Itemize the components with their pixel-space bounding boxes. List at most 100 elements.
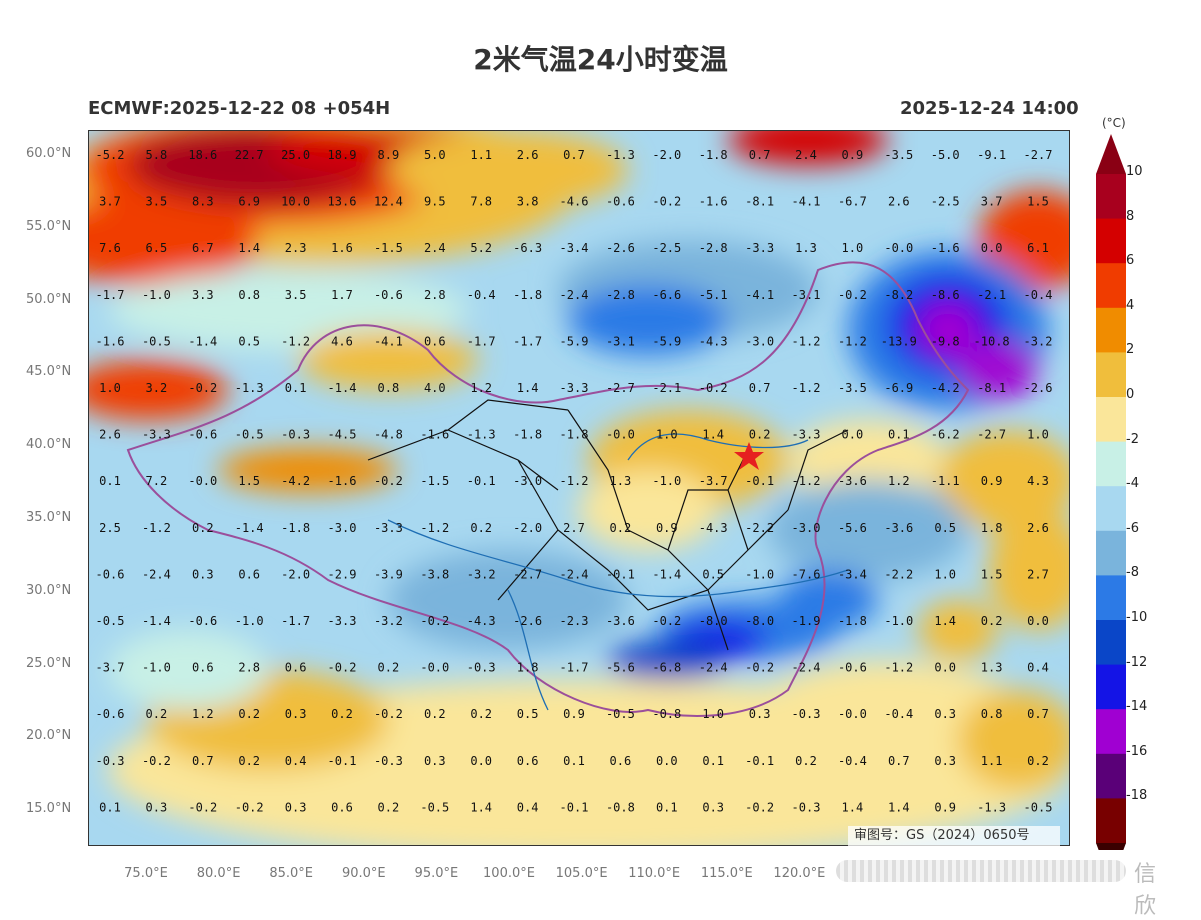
grid-value: -0.8 xyxy=(652,707,681,721)
grid-value: -8.2 xyxy=(884,288,913,302)
grid-value: 1.4 xyxy=(517,381,539,395)
grid-value: -3.5 xyxy=(884,148,913,162)
grid-value: -1.4 xyxy=(142,614,171,628)
grid-value: 2.6 xyxy=(888,195,910,209)
grid-value: 3.5 xyxy=(146,195,168,209)
grid-value: -0.2 xyxy=(328,661,357,675)
grid-value: -6.2 xyxy=(931,428,960,442)
grid-value: 0.9 xyxy=(563,707,585,721)
grid-value: -10.8 xyxy=(974,334,1010,348)
grid-value: -1.2 xyxy=(560,474,589,488)
grid-value: 2.6 xyxy=(517,148,539,162)
grid-value: -0.1 xyxy=(745,754,774,768)
grid-value: 0.4 xyxy=(517,800,539,814)
grid-value: -1.2 xyxy=(281,334,310,348)
grid-value: 0.3 xyxy=(934,707,956,721)
grid-value: 0.5 xyxy=(238,334,260,348)
grid-value: 0.0 xyxy=(934,661,956,675)
grid-value: -2.6 xyxy=(513,614,542,628)
grid-value: 1.1 xyxy=(470,148,492,162)
grid-value: 12.4 xyxy=(374,195,403,209)
grid-value: 0.2 xyxy=(192,521,214,535)
grid-value: 0.6 xyxy=(517,754,539,768)
grid-value: -5.1 xyxy=(699,288,728,302)
grid-value: -3.0 xyxy=(792,521,821,535)
grid-value: 0.1 xyxy=(99,800,121,814)
grid-value: 5.2 xyxy=(470,241,492,255)
grid-value: -0.0 xyxy=(884,241,913,255)
grid-value: -2.0 xyxy=(281,567,310,581)
grid-value: 0.3 xyxy=(702,800,724,814)
colorbar-segments xyxy=(1096,134,1126,850)
grid-value: 0.2 xyxy=(331,707,353,721)
grid-value: -1.1 xyxy=(931,474,960,488)
grid-value: 0.8 xyxy=(981,707,1003,721)
grid-value: -2.6 xyxy=(1024,381,1053,395)
grid-value: 0.8 xyxy=(378,381,400,395)
grid-value: 7.6 xyxy=(99,241,121,255)
longitude-label: 95.0°E xyxy=(414,866,459,881)
grid-value: 7.2 xyxy=(146,474,168,488)
longitude-label: 90.0°E xyxy=(341,866,386,881)
grid-value: -0.6 xyxy=(374,288,403,302)
colorbar-segment xyxy=(1096,798,1126,844)
grid-value: 3.7 xyxy=(99,195,121,209)
grid-value: -3.3 xyxy=(328,614,357,628)
grid-value: 1.3 xyxy=(981,661,1003,675)
grid-value: 2.7 xyxy=(1027,567,1049,581)
grid-value: 0.6 xyxy=(610,754,632,768)
grid-value: -0.5 xyxy=(606,707,635,721)
grid-value: 0.6 xyxy=(192,661,214,675)
grid-value: 1.8 xyxy=(517,661,539,675)
grid-value: -1.2 xyxy=(792,334,821,348)
grid-value: -6.7 xyxy=(838,195,867,209)
grid-value: -4.5 xyxy=(328,428,357,442)
grid-value: -0.3 xyxy=(281,428,310,442)
grid-value: -2.4 xyxy=(792,661,821,675)
grid-value: -3.7 xyxy=(699,474,728,488)
grid-value: -0.1 xyxy=(606,567,635,581)
grid-value: 2.7 xyxy=(563,521,585,535)
grid-value: 0.1 xyxy=(888,428,910,442)
grid-value: 1.0 xyxy=(1027,428,1049,442)
grid-value: 2.8 xyxy=(238,661,260,675)
grid-value: -0.6 xyxy=(188,614,217,628)
grid-value: -1.0 xyxy=(652,474,681,488)
grid-value: 0.3 xyxy=(192,567,214,581)
grid-value: -1.2 xyxy=(838,334,867,348)
grid-value: 0.7 xyxy=(563,148,585,162)
grid-value: -4.3 xyxy=(699,334,728,348)
grid-value: 0.1 xyxy=(99,474,121,488)
grid-value: 25.0 xyxy=(281,148,310,162)
grid-value: -8.1 xyxy=(977,381,1006,395)
grid-value: 0.1 xyxy=(563,754,585,768)
colorbar-tick: -10 xyxy=(1126,610,1148,625)
grid-value: 10.0 xyxy=(281,195,310,209)
colorbar-tick: -2 xyxy=(1126,431,1139,447)
colorbar-segment xyxy=(1096,218,1126,264)
colorbar-tick: -12 xyxy=(1126,654,1148,670)
grid-value: -1.3 xyxy=(606,148,635,162)
grid-value: 0.9 xyxy=(981,474,1003,488)
grid-value: -0.6 xyxy=(96,567,125,581)
grid-value: -1.9 xyxy=(792,614,821,628)
grid-value: 3.7 xyxy=(981,195,1003,209)
grid-value: 0.3 xyxy=(934,754,956,768)
grid-value: -0.3 xyxy=(467,661,496,675)
colorbar-tick: 0 xyxy=(1126,387,1135,402)
grid-value: -2.4 xyxy=(560,567,589,581)
grid-value: -3.3 xyxy=(374,521,403,535)
grid-value: -0.2 xyxy=(420,614,449,628)
latitude-label: 60.0°N xyxy=(26,146,72,161)
grid-value: -0.1 xyxy=(560,800,589,814)
grid-value: -2.7 xyxy=(606,381,635,395)
grid-value: -8.0 xyxy=(745,614,774,628)
grid-value: -0.2 xyxy=(745,661,774,675)
grid-value: -1.8 xyxy=(513,428,542,442)
colorbar-segment xyxy=(1096,441,1126,487)
grid-value: -6.8 xyxy=(652,661,681,675)
grid-value: 0.2 xyxy=(610,521,632,535)
grid-value: -1.8 xyxy=(513,288,542,302)
grid-value: 0.6 xyxy=(331,800,353,814)
grid-value: -1.4 xyxy=(235,521,264,535)
